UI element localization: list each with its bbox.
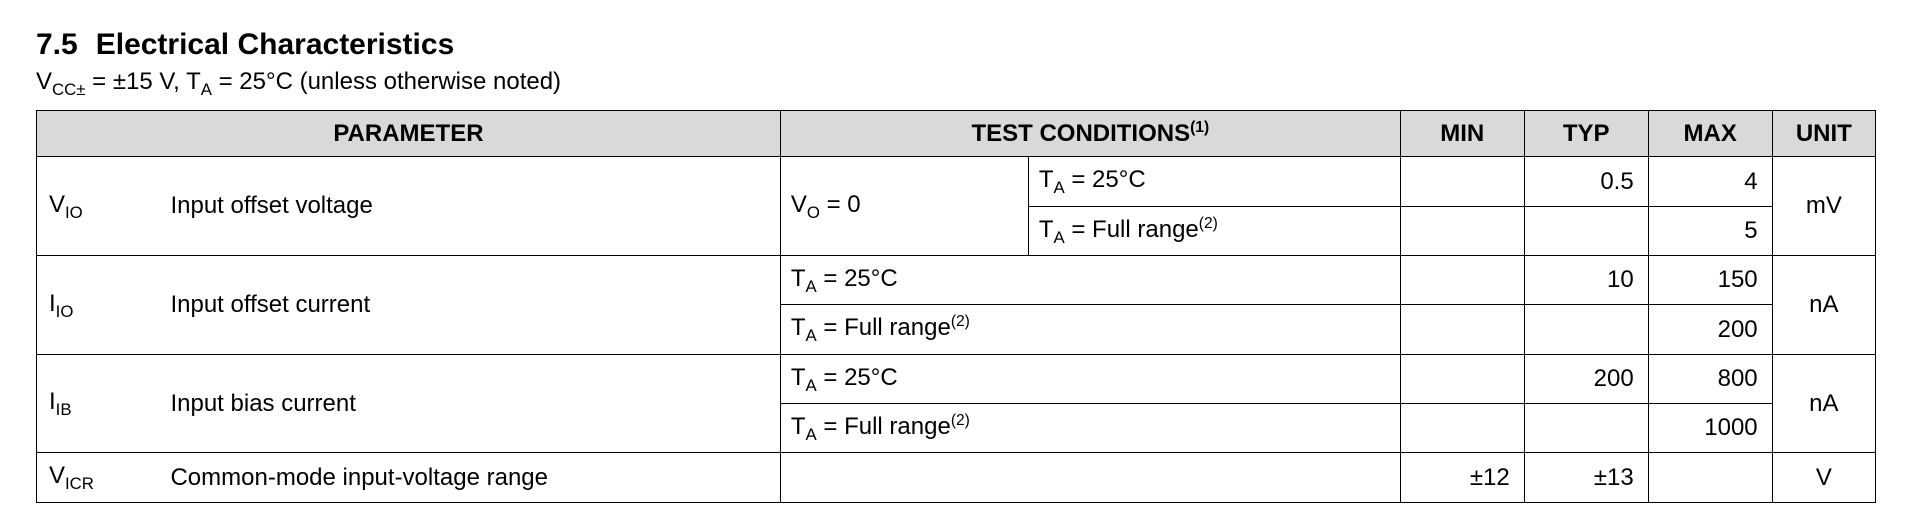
- min-cell: [1400, 157, 1524, 206]
- section-heading: 7.5 Electrical Characteristics: [36, 28, 1876, 62]
- col-min: MIN: [1400, 110, 1524, 157]
- col-max: MAX: [1648, 110, 1772, 157]
- sym-pre: V: [49, 191, 65, 218]
- cb-sub: A: [806, 375, 817, 394]
- cond-cell: TA = Full range(2): [780, 403, 1400, 452]
- cb-sup: (2): [951, 313, 970, 330]
- col-unit: UNIT: [1772, 110, 1875, 157]
- min-cell: [1400, 354, 1524, 403]
- typ-cell: ±13: [1524, 453, 1648, 502]
- tc-note: (1): [1190, 119, 1209, 136]
- max-cell: 4: [1648, 157, 1772, 206]
- col-parameter: PARAMETER: [37, 110, 781, 157]
- cond-tail: = 25°C (unless otherwise noted): [212, 68, 561, 95]
- col-typ: TYP: [1524, 110, 1648, 157]
- ta-sub: A: [201, 80, 212, 99]
- cb-sub: A: [806, 425, 817, 444]
- unit-cell: nA: [1772, 354, 1875, 453]
- unit-cell: nA: [1772, 256, 1875, 355]
- cb-sup: (2): [951, 412, 970, 429]
- cond-cell: TA = 25°C: [780, 354, 1400, 403]
- cb-sub: A: [1053, 228, 1064, 247]
- typ-cell: 0.5: [1524, 157, 1648, 206]
- param-cell: Common-mode input-voltage range: [160, 453, 780, 502]
- unit-cell: V: [1772, 453, 1875, 502]
- min-cell: [1400, 403, 1524, 452]
- typ-cell: 200: [1524, 354, 1648, 403]
- symbol-cell: IIB: [37, 354, 161, 453]
- param-cell: Input offset voltage: [160, 157, 780, 256]
- cb-tail: = 25°C: [1065, 166, 1146, 193]
- typ-cell: [1524, 305, 1648, 354]
- cb-tail: = Full range: [1065, 216, 1199, 243]
- cond-mid: = ±15 V, T: [85, 68, 200, 95]
- cond-cell: TA = Full range(2): [780, 305, 1400, 354]
- cb-tail: = Full range: [817, 314, 951, 341]
- cb-sub: A: [1053, 178, 1064, 197]
- section-title: Electrical Characteristics: [96, 28, 455, 61]
- sym-sub: IO: [56, 301, 74, 320]
- ca-sub: O: [807, 203, 820, 222]
- conditions-line: VCC± = ±15 V, TA = 25°C (unless otherwis…: [36, 68, 1876, 100]
- ca-tail: = 0: [820, 191, 861, 218]
- max-cell: 150: [1648, 256, 1772, 305]
- table-row: IIB Input bias current TA = 25°C 200 800…: [37, 354, 1876, 403]
- min-cell: ±12: [1400, 453, 1524, 502]
- symbol-cell: IIO: [37, 256, 161, 355]
- tc-label: TEST CONDITIONS: [971, 120, 1190, 147]
- cond-cell: TA = 25°C: [780, 256, 1400, 305]
- sym-sub: ICR: [65, 474, 94, 493]
- cb-tail: = 25°C: [817, 265, 898, 292]
- max-cell: [1648, 453, 1772, 502]
- cond-b-cell: TA = Full range(2): [1028, 206, 1400, 255]
- symbol-cell: VIO: [37, 157, 161, 256]
- characteristics-table: PARAMETER TEST CONDITIONS(1) MIN TYP MAX…: [36, 110, 1876, 503]
- typ-cell: 10: [1524, 256, 1648, 305]
- max-cell: 5: [1648, 206, 1772, 255]
- ca-pre: V: [791, 191, 807, 218]
- table-row: IIO Input offset current TA = 25°C 10 15…: [37, 256, 1876, 305]
- sym-pre: V: [49, 462, 65, 489]
- sym-pre: I: [49, 290, 56, 317]
- typ-cell: [1524, 206, 1648, 255]
- vcc-sub: CC±: [52, 80, 85, 99]
- min-cell: [1400, 305, 1524, 354]
- cb-pre: T: [1039, 216, 1054, 243]
- param-cell: Input offset current: [160, 256, 780, 355]
- cb-pre: T: [791, 314, 806, 341]
- unit-cell: mV: [1772, 157, 1875, 256]
- cb-sub: A: [806, 277, 817, 296]
- param-cell: Input bias current: [160, 354, 780, 453]
- cb-tail: = 25°C: [817, 364, 898, 391]
- table-row: VIO Input offset voltage VO = 0 TA = 25°…: [37, 157, 1876, 206]
- typ-cell: [1524, 403, 1648, 452]
- sym-sub: IB: [56, 400, 72, 419]
- cb-sup: (2): [1199, 215, 1218, 232]
- symbol-cell: VICR: [37, 453, 161, 502]
- section-number: 7.5: [36, 28, 78, 61]
- cond-a-cell: VO = 0: [780, 157, 1028, 256]
- cb-sub: A: [806, 326, 817, 345]
- table-row: VICR Common-mode input-voltage range ±12…: [37, 453, 1876, 502]
- cb-tail: = Full range: [817, 413, 951, 440]
- cb-pre: T: [1039, 166, 1054, 193]
- cb-pre: T: [791, 364, 806, 391]
- cb-pre: T: [791, 413, 806, 440]
- min-cell: [1400, 256, 1524, 305]
- sym-sub: IO: [65, 203, 83, 222]
- max-cell: 800: [1648, 354, 1772, 403]
- min-cell: [1400, 206, 1524, 255]
- max-cell: 1000: [1648, 403, 1772, 452]
- cb-pre: T: [791, 265, 806, 292]
- sym-pre: I: [49, 388, 56, 415]
- cond-b-cell: TA = 25°C: [1028, 157, 1400, 206]
- table-header-row: PARAMETER TEST CONDITIONS(1) MIN TYP MAX…: [37, 110, 1876, 157]
- col-test-conditions: TEST CONDITIONS(1): [780, 110, 1400, 157]
- max-cell: 200: [1648, 305, 1772, 354]
- cond-cell: [780, 453, 1400, 502]
